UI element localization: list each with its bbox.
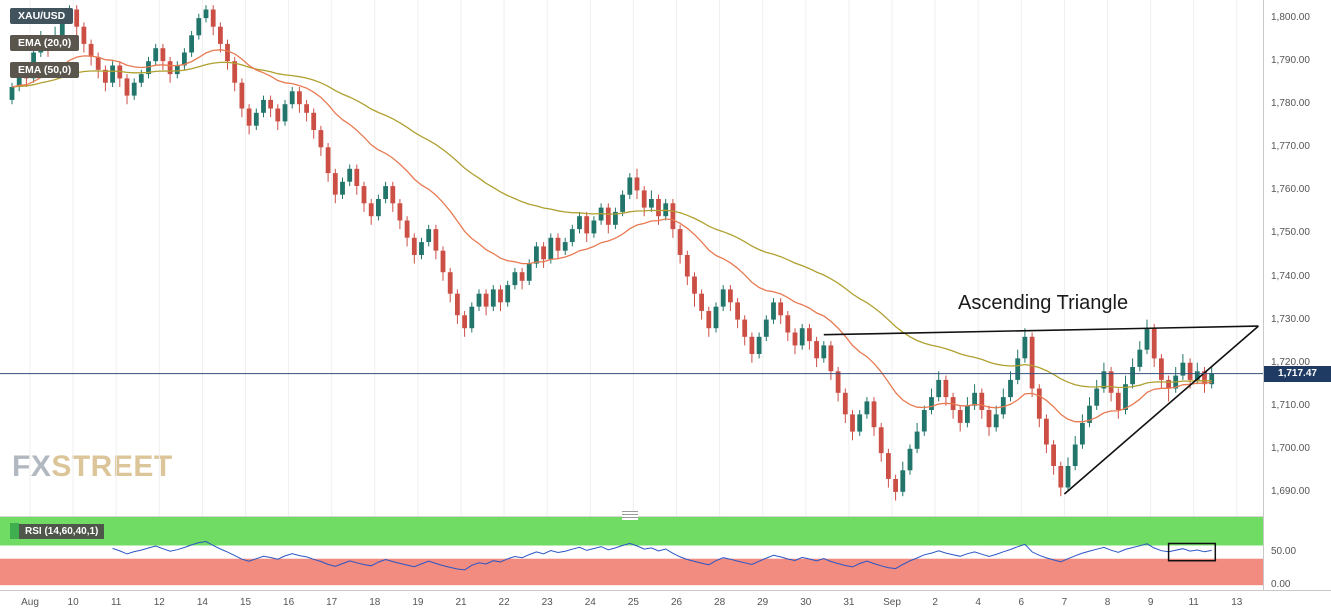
time-tick-label: 12 [153,597,165,608]
time-tick-label: Aug [21,597,39,608]
price-tick-label: 1,790.00 [1271,55,1310,67]
time-tick-label: 21 [455,597,467,608]
time-tick-label: 6 [1018,597,1025,608]
time-tick-label: 4 [975,597,981,608]
price-chart-canvas[interactable] [0,0,1263,516]
time-tick-label: 23 [541,597,553,608]
rsi-line [112,540,1212,571]
time-tick-label: 22 [498,597,510,608]
time-tick-label: 10 [67,597,79,608]
price-tick-label: 1,760.00 [1271,184,1310,196]
ema20-legend-badge[interactable]: EMA (20,0) [10,35,80,51]
rsi-color-swatch [10,523,19,539]
rsi-highlight-box[interactable] [1167,542,1217,562]
time-tick-label: 7 [1061,597,1068,608]
time-tick-label: Sep [883,597,901,608]
time-tick-label: 11 [1188,597,1199,608]
time-tick-label: 28 [714,597,726,608]
rsi-chart-canvas[interactable] [0,517,1263,590]
fxstreet-watermark: FXSTREET [12,450,173,484]
time-tick-label: 15 [239,597,252,608]
ema50-legend-badge[interactable]: EMA (50,0) [10,62,80,78]
time-tick-label: 31 [843,597,855,608]
rsi-tick-label: 50.00 [1271,546,1297,558]
price-tick-label: 1,780.00 [1271,98,1310,110]
ema50-line [11,61,1212,389]
time-tick-label: 11 [110,597,122,608]
time-axis[interactable]: Aug 10 11 12 14 15 16 17 18 19 21 22 23 24 25 26 28 29 30 3… [0,590,1331,615]
price-tick-label: 1,730.00 [1271,313,1310,325]
rsi-zones [0,517,1263,586]
current-price-badge: 1,717.47 [1264,365,1331,382]
rsi-legend-badge[interactable]: RSI (14,60,40,1) [19,523,105,539]
time-tick-label: 9 [1147,597,1154,608]
time-tick-label: 17 [326,597,338,608]
time-tick-label: 30 [800,597,812,608]
price-tick-label: 1,700.00 [1271,442,1310,454]
watermark-fx-text: FX [12,450,52,483]
time-tick-label: 14 [196,597,208,608]
watermark-street-text: STREET [51,450,173,483]
price-axis[interactable]: 1,800.00 1,790.00 1,780.00 1,770.00 1,760.00… [1263,0,1331,615]
triangle-trendlines[interactable] [823,325,1259,495]
price-tick-label: 1,710.00 [1271,399,1310,411]
time-tick-label: 2 [932,597,938,608]
candles-layer [9,5,1215,501]
rsi-legend[interactable]: RSI (14,60,40,1) [10,523,105,539]
time-tick-label: 16 [283,597,295,608]
time-tick-label: 26 [670,597,683,608]
pane-divider-handle[interactable] [622,511,638,520]
time-tick-label: 25 [627,597,639,608]
time-tick-label: 19 [412,597,424,608]
price-tick-label: 1,740.00 [1271,270,1310,282]
ascending-triangle-label[interactable]: Ascending Triangle [958,292,1129,314]
grid-layer [29,0,1238,516]
price-tick-label: 1,750.00 [1271,227,1310,239]
rsi-tick-label: 0.00 [1271,579,1291,591]
time-tick-label: 13 [1231,597,1243,608]
time-tick-label: 29 [757,597,769,608]
price-tick-label: 1,690.00 [1271,485,1310,497]
time-tick-label: 18 [369,597,381,608]
time-tick-label: 24 [584,597,596,608]
symbol-legend-badge[interactable]: XAU/USD [10,8,74,24]
price-tick-label: 1,720.00 [1271,356,1310,368]
time-tick-label: 8 [1104,597,1111,608]
ema20-line [11,49,1212,423]
price-tick-label: 1,770.00 [1271,141,1310,153]
price-tick-label: 1,800.00 [1271,12,1310,24]
